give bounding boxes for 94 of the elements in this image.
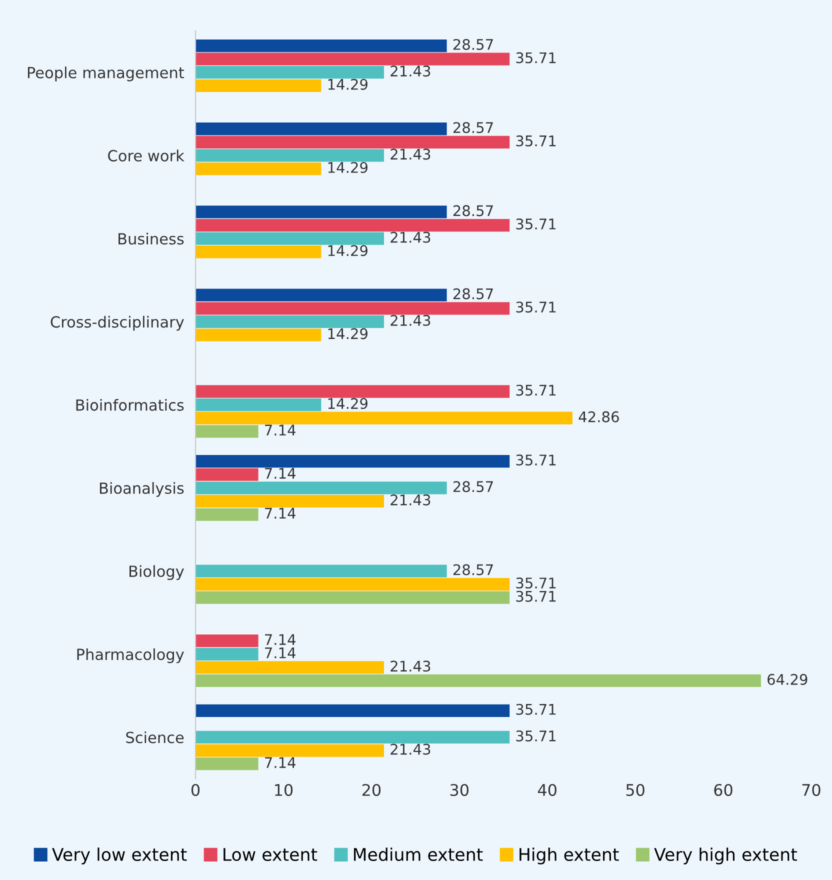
bar: [196, 661, 384, 674]
bar: [196, 674, 761, 688]
bar: [196, 634, 258, 648]
bar: [196, 758, 258, 770]
data-label: 7.14: [265, 468, 296, 479]
data-label: 64.29: [768, 674, 808, 685]
bar: [196, 704, 510, 717]
bar: [196, 218, 510, 232]
data-label: 28.57: [453, 38, 493, 50]
x-tick-label: 50: [626, 784, 644, 796]
data-label: 35.71: [516, 704, 556, 715]
data-label: 35.71: [516, 135, 556, 146]
data-label: 21.43: [390, 314, 430, 326]
data-label: 28.57: [453, 205, 493, 216]
data-label: 28.57: [453, 564, 493, 576]
bar: [196, 482, 447, 494]
bar: [196, 494, 384, 508]
bar: [196, 136, 510, 148]
bar: [196, 648, 258, 660]
data-label: 35.71: [516, 52, 556, 64]
x-tick-label: 40: [538, 784, 556, 796]
x-tick-label: 10: [275, 784, 293, 796]
legend-label: Very high extent: [654, 848, 798, 864]
data-label: 35.71: [516, 454, 556, 466]
bar: [196, 206, 447, 218]
data-label: 7.14: [265, 648, 296, 658]
data-label: 21.43: [390, 744, 430, 755]
legend-label: Very low extent: [52, 848, 187, 864]
y-tick-label: Cross-disciplinary: [50, 316, 184, 331]
bar: [196, 398, 322, 412]
bar: [196, 79, 322, 92]
bar: [196, 232, 384, 245]
data-label: 21.43: [390, 232, 430, 243]
bar: [196, 744, 384, 757]
data-label: 7.14: [265, 757, 296, 768]
y-tick-label: Bioanalysis: [100, 482, 184, 497]
bar: [196, 385, 510, 398]
x-tick-label: 30: [450, 784, 468, 796]
bar: [196, 288, 447, 302]
data-label: 14.29: [328, 245, 368, 256]
bar: [196, 246, 322, 258]
data-label: 35.71: [516, 218, 556, 230]
data-label: 28.57: [453, 288, 493, 300]
data-label: 14.29: [328, 78, 368, 90]
data-label: 7.14: [265, 634, 296, 645]
bar: [196, 66, 384, 79]
data-label: 14.29: [328, 162, 368, 173]
y-tick-label: Business: [118, 232, 184, 245]
data-label: 7.14: [265, 508, 296, 519]
data-label: 7.14: [265, 424, 296, 436]
data-label: 28.57: [453, 481, 493, 492]
data-label: 35.71: [516, 384, 556, 396]
legend-label: Low extent: [224, 848, 318, 862]
data-label: 35.71: [516, 730, 556, 742]
bar: [196, 578, 510, 591]
y-tick-label: Bioinformatics: [76, 398, 184, 411]
bar: [196, 328, 322, 342]
y-tick-label: Pharmacology: [77, 648, 184, 664]
data-label: 35.71: [516, 590, 556, 602]
data-label: 14.29: [328, 328, 368, 340]
legend-label: High extent: [520, 848, 619, 864]
legend-label: Medium extent: [354, 848, 483, 862]
bar: [196, 122, 447, 136]
bar: [196, 564, 447, 578]
bar: [196, 425, 258, 438]
bar: [196, 315, 384, 328]
bar: [196, 468, 258, 481]
bar: [196, 508, 258, 521]
data-label: 35.71: [516, 302, 556, 313]
bar: [196, 455, 510, 468]
x-tick-label: 0: [191, 784, 200, 796]
y-tick-label: Core work: [108, 150, 184, 162]
data-label: 21.43: [390, 66, 430, 77]
bar: [196, 162, 322, 176]
data-label: 21.43: [390, 494, 430, 506]
data-label: 35.71: [516, 578, 556, 589]
y-tick-label: Biology: [130, 565, 184, 580]
bar: [196, 730, 510, 744]
x-tick-label: 20: [362, 784, 381, 796]
data-label: 21.43: [390, 148, 430, 160]
x-tick-label: 70: [802, 784, 820, 796]
data-label: 28.57: [453, 122, 493, 134]
data-label: 14.29: [328, 398, 368, 410]
y-tick-label: Science: [126, 731, 184, 744]
x-tick-label: 60: [714, 784, 732, 796]
data-label: 21.43: [390, 660, 430, 672]
bar: [196, 302, 510, 315]
bar: [196, 52, 510, 66]
bar: [196, 591, 510, 604]
bar: [196, 149, 384, 162]
bar: [196, 412, 572, 424]
y-tick-label: People management: [28, 66, 184, 82]
data-label: 42.86: [578, 411, 619, 422]
bar: [196, 39, 447, 52]
